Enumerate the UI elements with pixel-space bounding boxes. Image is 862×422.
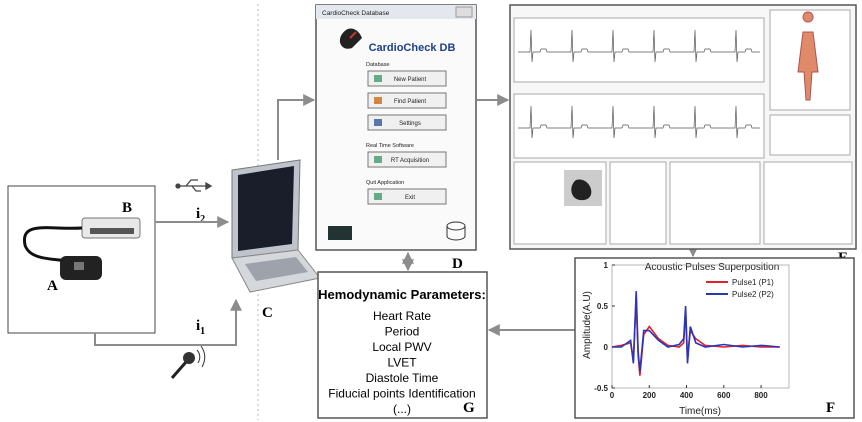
- legend-label: Pulse2 (P2): [732, 290, 774, 299]
- button[interactable]: Exit: [367, 188, 447, 205]
- y-axis-label: Amplitude(A.U): [582, 291, 593, 359]
- label-f: F: [826, 400, 835, 416]
- ge-logo: [328, 226, 352, 240]
- button-label[interactable]: Exit: [405, 195, 415, 201]
- x-tick-label: 200: [643, 391, 657, 400]
- pulse-line: [612, 291, 780, 372]
- parameters-box: [317, 271, 488, 419]
- legend-label: Pulse1 (P1): [732, 278, 774, 287]
- label-a: A: [47, 278, 58, 294]
- label-b: B: [122, 200, 132, 216]
- db-icon-body: [446, 226, 466, 241]
- parameter-item: Diastole Time: [366, 371, 439, 385]
- button-icon[interactable]: [374, 193, 382, 200]
- button-label[interactable]: New Patient: [394, 77, 427, 83]
- x-tick-label: 400: [680, 391, 694, 400]
- button-icon[interactable]: [374, 156, 382, 163]
- button-frame[interactable]: [367, 188, 447, 205]
- microphone-icon: [170, 345, 206, 379]
- ecg-trace: [518, 29, 760, 63]
- x-tick-label: 0: [610, 391, 615, 400]
- parameter-item: (...): [393, 402, 411, 416]
- app-title: CardioCheck DB: [369, 42, 456, 54]
- label-i2: i2: [196, 206, 205, 225]
- button[interactable]: Settings: [367, 114, 447, 131]
- x-tick-label: 800: [754, 391, 768, 400]
- x-tick-label: 600: [717, 391, 731, 400]
- window-title: CardioCheck Database: [322, 10, 390, 17]
- close-button[interactable]: [455, 6, 473, 18]
- label-d: D: [452, 256, 463, 272]
- button[interactable]: New Patient: [367, 70, 447, 87]
- x-axis-label: Time(ms): [679, 406, 721, 417]
- parameters-title: Hemodynamic Parameters:: [318, 287, 486, 302]
- plot-frame: [611, 264, 790, 389]
- connectors: [94, 94, 699, 346]
- button-frame[interactable]: [367, 70, 447, 87]
- button-frame[interactable]: [367, 114, 447, 131]
- button-icon[interactable]: [374, 119, 382, 126]
- software-screenshot: [509, 4, 857, 250]
- db-icon: [446, 221, 466, 231]
- parameter-item: Period: [385, 325, 420, 339]
- button-label[interactable]: Settings: [399, 121, 421, 127]
- label-i1: i1: [196, 318, 205, 337]
- button-icon[interactable]: [374, 75, 382, 82]
- logo: [339, 28, 362, 49]
- chart-title: Acoustic Pulses Superposition: [645, 262, 780, 273]
- parameter-item: LVET: [387, 356, 417, 370]
- usb-icon: [175, 179, 213, 192]
- chart-panel: [574, 257, 855, 419]
- button[interactable]: RT Acquisition: [367, 151, 447, 168]
- y-tick-label: 1: [604, 261, 609, 270]
- button[interactable]: Find Patient: [367, 92, 447, 109]
- laptop: [231, 159, 321, 293]
- button-label[interactable]: RT Acquisition: [391, 158, 429, 164]
- button-icon[interactable]: [374, 97, 382, 104]
- parameter-item: Fiducial points Identification: [328, 387, 475, 401]
- parameter-item: Heart Rate: [373, 309, 431, 323]
- section-heading: Database: [366, 62, 390, 68]
- database-window: CardioCheck Database CardioCheck DB Data…: [315, 4, 477, 251]
- button-frame[interactable]: [367, 92, 447, 109]
- y-tick-label: 0: [604, 343, 609, 352]
- y-tick-label: 0.5: [597, 302, 609, 311]
- logo-accent: [349, 31, 357, 39]
- ecg-trace: [518, 105, 760, 139]
- parameter-item: Local PWV: [372, 340, 431, 354]
- section-heading: Quit Application: [366, 180, 404, 186]
- y-tick-label: -0.5: [594, 384, 608, 393]
- label-c: C: [262, 305, 273, 321]
- button-label[interactable]: Find Patient: [394, 99, 426, 105]
- section-heading: Real Time Software: [366, 143, 414, 149]
- device-photo: [7, 185, 156, 334]
- button-frame[interactable]: [367, 151, 447, 168]
- label-g: G: [463, 400, 475, 416]
